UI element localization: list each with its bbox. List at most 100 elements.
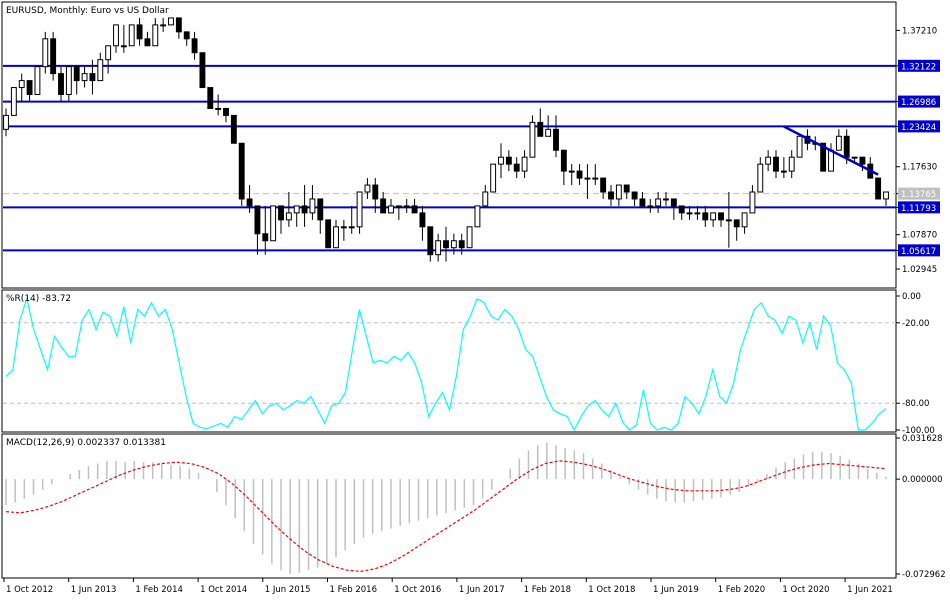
- macd-signal-layer: [5, 460, 887, 573]
- candle: [160, 17, 167, 32]
- candle: [466, 226, 473, 249]
- horizontal-levels[interactable]: [3, 64, 896, 252]
- candle-body: [58, 73, 64, 96]
- candle-body: [183, 31, 190, 40]
- candle: [144, 31, 151, 47]
- candle: [301, 185, 308, 227]
- candle-body: [560, 149, 567, 172]
- candle-body: [73, 66, 80, 82]
- candle: [725, 192, 732, 248]
- candle: [270, 205, 277, 242]
- candle-body: [678, 205, 685, 214]
- time-tick-label: 1 Jun 2013: [71, 585, 117, 595]
- candle: [50, 31, 57, 81]
- candle: [238, 142, 245, 206]
- candle-body: [128, 24, 135, 47]
- candle-body: [10, 87, 17, 116]
- candle-body: [749, 191, 756, 214]
- candle: [309, 185, 316, 220]
- candle: [875, 177, 882, 200]
- candle-body: [348, 226, 355, 229]
- level-price-tag-label: 1.32122: [901, 62, 936, 72]
- candle-body: [152, 24, 159, 47]
- time-tick-label: 1 Feb 2014: [135, 585, 183, 595]
- candle-body: [883, 191, 889, 200]
- candle: [395, 205, 402, 220]
- candle: [348, 205, 355, 234]
- candle-body: [796, 135, 803, 158]
- candle-body: [270, 205, 277, 242]
- wpr-tick-label: -20.00: [902, 319, 929, 329]
- candle-body: [97, 59, 104, 82]
- candle-body: [372, 184, 379, 200]
- candle: [773, 150, 779, 179]
- level-price-tag-label: 1.11793: [901, 204, 936, 214]
- candle-body: [340, 226, 347, 229]
- candle-body: [34, 66, 41, 96]
- candle: [317, 198, 324, 234]
- candle-body: [246, 198, 253, 207]
- candle-body: [718, 212, 724, 221]
- candle-body: [780, 170, 787, 173]
- candle: [490, 163, 497, 193]
- candle-body: [733, 219, 740, 228]
- candle-body: [773, 156, 779, 172]
- candle: [443, 226, 449, 262]
- macd-panel-frame[interactable]: [1, 433, 897, 579]
- candle: [175, 17, 182, 39]
- price-tick-label: 1.37210: [902, 26, 937, 36]
- candle: [513, 157, 520, 179]
- candle: [262, 205, 269, 255]
- candle-body: [223, 107, 229, 116]
- macd-signal-line: [5, 460, 887, 573]
- time-tick-label: 1 Jun 2021: [847, 585, 893, 595]
- price-panel-frame[interactable]: [1, 1, 897, 289]
- candle-body: [639, 198, 646, 207]
- level-price-tag: [898, 59, 940, 72]
- candle: [199, 52, 206, 89]
- trendline-layer[interactable]: [783, 125, 879, 176]
- candle-body: [207, 87, 214, 109]
- candle: [678, 205, 685, 220]
- candle-body: [450, 240, 457, 249]
- candle-body: [18, 80, 25, 89]
- candle: [191, 31, 198, 60]
- candle: [105, 45, 112, 74]
- candle: [325, 219, 332, 249]
- candle: [835, 129, 842, 151]
- candle-body: [458, 240, 465, 249]
- candle-body: [105, 45, 112, 61]
- candle-body: [553, 128, 559, 151]
- candle-body: [600, 177, 607, 193]
- wpr-panel-frame[interactable]: [1, 289, 897, 433]
- candle: [113, 24, 119, 53]
- candle-body: [592, 177, 599, 180]
- time-tick-label: 1 Oct 2012: [6, 585, 53, 595]
- candle-body: [513, 163, 520, 172]
- candle-body: [568, 170, 575, 173]
- candle-body: [843, 135, 850, 158]
- symbol-label: EURUSD, Monthly: Euro vs US Dollar: [6, 6, 169, 16]
- candle-body: [309, 198, 316, 214]
- candle-body: [608, 191, 614, 200]
- wpr-tick-label: 0.00: [902, 292, 921, 302]
- candle: [97, 52, 104, 82]
- time-tick-label: 1 Jun 2019: [653, 585, 699, 595]
- candle: [254, 205, 261, 255]
- candle-body: [631, 191, 638, 200]
- candle-body: [254, 205, 261, 235]
- trendline[interactable]: [783, 125, 879, 176]
- level-tags: 1.32122 1.26986 1.23424 1.11793 1.05617 1.137…: [898, 59, 940, 257]
- candle-body: [26, 80, 33, 96]
- candle: [450, 233, 457, 255]
- candle-body: [529, 121, 536, 158]
- candle: [183, 31, 190, 46]
- candle-body: [3, 114, 9, 130]
- level-price-tag: [898, 95, 940, 108]
- candle: [223, 107, 229, 123]
- candle: [364, 178, 371, 199]
- time-tick-label: 1 Feb 2020: [718, 585, 766, 595]
- candle: [576, 164, 583, 186]
